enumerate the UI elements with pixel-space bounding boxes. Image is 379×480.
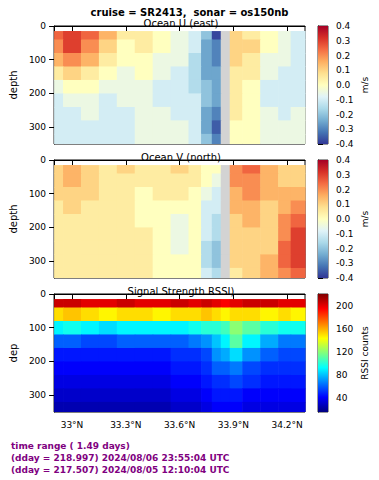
svg-text:40: 40 <box>336 393 348 403</box>
svg-text:100: 100 <box>29 189 46 199</box>
svg-text:-0.2: -0.2 <box>336 110 354 120</box>
svg-text:0: 0 <box>40 289 46 299</box>
svg-text:0.1: 0.1 <box>336 65 350 75</box>
svg-text:-0.3: -0.3 <box>336 124 354 134</box>
svg-text:200: 200 <box>29 222 46 232</box>
svg-text:cruise = SR2413, sonar = os15: cruise = SR2413, sonar = os150nb <box>91 7 289 18</box>
svg-text:dep: dep <box>8 344 19 363</box>
svg-text:(dday = 218.997) 2024/08/06 23: (dday = 218.997) 2024/08/06 23:55:04 UTC <box>11 453 230 463</box>
svg-text:300: 300 <box>29 390 46 400</box>
svg-text:-0.4: -0.4 <box>336 139 354 149</box>
svg-text:0.4: 0.4 <box>336 155 351 165</box>
svg-text:0.1: 0.1 <box>336 199 350 209</box>
svg-text:300: 300 <box>29 122 46 132</box>
svg-text:depth: depth <box>8 70 19 99</box>
svg-text:0.0: 0.0 <box>336 80 351 90</box>
svg-text:0.4: 0.4 <box>336 21 351 31</box>
svg-text:0.2: 0.2 <box>336 51 350 61</box>
svg-text:200: 200 <box>336 301 353 311</box>
svg-text:100: 100 <box>29 55 46 65</box>
svg-text:0.3: 0.3 <box>336 36 350 46</box>
svg-text:33°N: 33°N <box>61 420 84 430</box>
svg-text:33.9°N: 33.9°N <box>218 420 249 430</box>
svg-text:0: 0 <box>40 155 46 165</box>
svg-text:0.0: 0.0 <box>336 214 351 224</box>
svg-text:300: 300 <box>29 256 46 266</box>
svg-text:0: 0 <box>40 21 46 31</box>
svg-text:-0.2: -0.2 <box>336 244 354 254</box>
svg-text:-0.4: -0.4 <box>336 273 354 283</box>
svg-text:depth: depth <box>8 204 19 233</box>
svg-text:(dday = 217.507) 2024/08/05 12: (dday = 217.507) 2024/08/05 12:10:04 UTC <box>11 465 230 475</box>
svg-text:0.3: 0.3 <box>336 170 350 180</box>
svg-text:120: 120 <box>336 347 353 357</box>
svg-text:34.2°N: 34.2°N <box>271 420 302 430</box>
svg-text:m/s: m/s <box>360 76 370 93</box>
svg-text:Ocean V (north): Ocean V (north) <box>141 152 221 163</box>
svg-text:Ocean U (east): Ocean U (east) <box>144 18 219 29</box>
svg-text:m/s: m/s <box>360 210 370 227</box>
svg-text:200: 200 <box>29 356 46 366</box>
svg-text:80: 80 <box>336 370 348 380</box>
svg-text:-0.1: -0.1 <box>336 229 354 239</box>
svg-text:160: 160 <box>336 324 353 334</box>
svg-text:-0.3: -0.3 <box>336 258 354 268</box>
svg-text:0.2: 0.2 <box>336 185 350 195</box>
svg-text:RSSI counts: RSSI counts <box>360 326 370 380</box>
svg-text:time range ( 1.49 days): time range ( 1.49 days) <box>11 441 130 451</box>
svg-text:33.6°N: 33.6°N <box>164 420 195 430</box>
svg-text:Signal Strength RSSI): Signal Strength RSSI) <box>128 286 235 297</box>
svg-text:200: 200 <box>29 88 46 98</box>
svg-text:-0.1: -0.1 <box>336 95 354 105</box>
svg-text:33.3°N: 33.3°N <box>110 420 141 430</box>
svg-text:100: 100 <box>29 323 46 333</box>
